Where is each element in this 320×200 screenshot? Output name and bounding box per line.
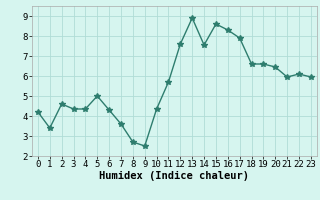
X-axis label: Humidex (Indice chaleur): Humidex (Indice chaleur) xyxy=(100,171,249,181)
